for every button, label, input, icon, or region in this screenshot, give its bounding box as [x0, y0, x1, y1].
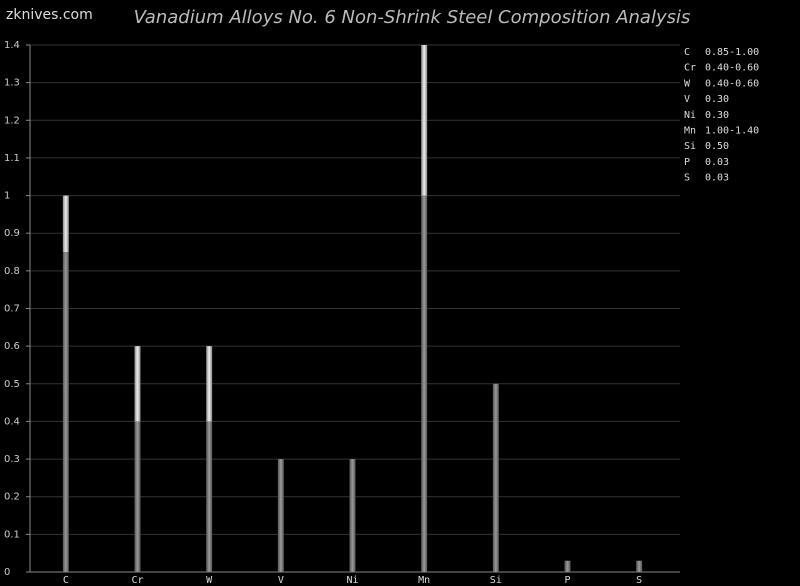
bar-min	[206, 421, 213, 572]
legend-symbol: V	[684, 94, 690, 105]
x-tick-label: Cr	[131, 575, 143, 586]
legend-symbol: Si	[684, 141, 696, 152]
bar-min	[62, 252, 69, 573]
x-tick-label: Mn	[418, 575, 430, 586]
bar-min	[421, 195, 428, 573]
x-tick-label: W	[206, 575, 213, 586]
y-tick-label: 0.2	[4, 492, 20, 503]
y-tick-label: 0.9	[4, 228, 20, 239]
y-tick-label: 0.1	[4, 529, 20, 540]
chart-title: Vanadium Alloys No. 6 Non-Shrink Steel C…	[134, 7, 691, 28]
legend-symbol: Ni	[684, 110, 696, 121]
x-tick-label: Si	[490, 575, 502, 586]
legend-text: 1.00-1.40	[705, 126, 759, 137]
watermark: zknives.com	[6, 7, 93, 23]
legend-text: 0.30	[705, 94, 729, 105]
bar	[277, 459, 284, 572]
legend-text: 0.40-0.60	[705, 63, 759, 74]
bar	[492, 383, 499, 572]
x-tick-label: Ni	[346, 575, 358, 586]
legend-text: 0.85-1.00	[705, 47, 759, 58]
y-tick-label: 1.1	[4, 153, 20, 164]
bar-range	[134, 346, 141, 422]
x-tick-label: P	[564, 575, 570, 586]
y-tick-label: 0.5	[4, 379, 20, 390]
y-tick-label: 1.2	[4, 115, 20, 126]
x-tick-label: V	[278, 575, 284, 586]
legend-symbol: Cr	[684, 63, 696, 74]
legend-text: 0.03	[705, 173, 729, 184]
y-tick-label: 0.6	[4, 341, 20, 352]
y-tick-label: 1.4	[4, 40, 20, 51]
x-tick-label: C	[63, 575, 69, 586]
bar-range	[206, 346, 213, 422]
legend-symbol: C	[684, 47, 690, 58]
y-tick-label: 1.3	[4, 78, 20, 89]
legend-symbol: S	[684, 173, 690, 184]
y-tick-label: 1	[4, 191, 10, 202]
bar	[564, 560, 571, 572]
legend-symbol: Mn	[684, 126, 696, 137]
legend-symbol: W	[684, 78, 691, 89]
bar-min	[134, 421, 141, 572]
bar-range	[62, 195, 69, 253]
x-tick-label: S	[636, 575, 642, 586]
legend-text: 0.30	[705, 110, 729, 121]
bar	[349, 459, 356, 572]
y-tick-label: 0.3	[4, 454, 20, 465]
y-tick-label: 0.4	[4, 416, 20, 427]
legend-symbol: P	[684, 157, 690, 168]
bar-range	[421, 45, 428, 196]
bar	[636, 560, 643, 572]
y-tick-label: 0	[4, 567, 10, 578]
legend-text: 0.03	[705, 157, 729, 168]
legend-text: 0.40-0.60	[705, 78, 759, 89]
y-tick-label: 0.8	[4, 266, 20, 277]
y-tick-label: 0.7	[4, 304, 20, 315]
legend-text: 0.50	[705, 141, 729, 152]
